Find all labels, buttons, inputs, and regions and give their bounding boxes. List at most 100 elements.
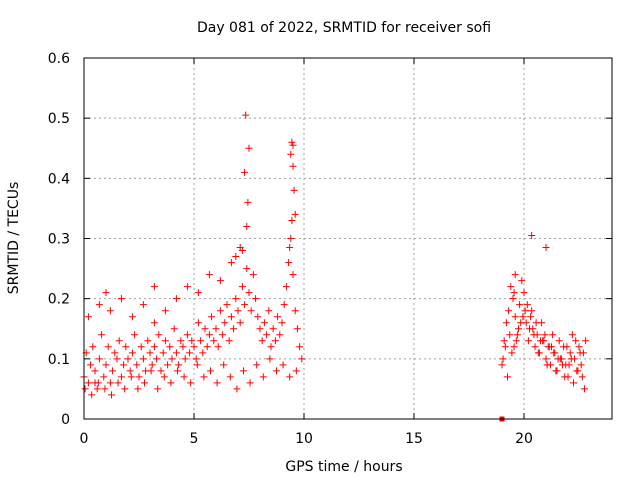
- y-tick-label: 0: [61, 412, 70, 428]
- data-point: [287, 235, 295, 242]
- data-point: [515, 325, 522, 333]
- data-point: [527, 313, 535, 321]
- data-point: [212, 325, 220, 333]
- data-point: [243, 265, 251, 273]
- data-point: [226, 373, 234, 381]
- data-point: [122, 343, 130, 351]
- data-point: [154, 385, 162, 393]
- data-point: [180, 373, 188, 381]
- data-point: [570, 379, 577, 387]
- y-tick-label: 0.1: [48, 352, 70, 368]
- data-point: [298, 355, 306, 363]
- data-point: [578, 373, 586, 381]
- data-point: [114, 379, 122, 387]
- data-point: [574, 367, 582, 375]
- data-point: [124, 355, 132, 363]
- data-point: [279, 361, 287, 369]
- data-point: [98, 331, 106, 339]
- data-point: [161, 307, 169, 315]
- chart-title: Day 081 of 2022, SRMTID for receiver sof…: [197, 20, 491, 36]
- data-point: [288, 216, 296, 224]
- data-point: [498, 361, 506, 369]
- data-point: [242, 111, 250, 119]
- data-point: [247, 307, 255, 315]
- data-point: [543, 361, 551, 369]
- data-point: [102, 361, 110, 369]
- data-point: [254, 313, 262, 321]
- data-point: [117, 295, 125, 303]
- grid-lines: [84, 58, 612, 419]
- data-point: [286, 373, 294, 381]
- data-point: [252, 295, 260, 303]
- data-point: [181, 355, 189, 363]
- data-point: [106, 307, 114, 315]
- x-tick-label: 20: [515, 431, 533, 447]
- data-point: [249, 271, 257, 279]
- data-point: [164, 361, 172, 369]
- data-point: [223, 301, 231, 309]
- data-point: [221, 319, 229, 327]
- data-point: [232, 295, 240, 303]
- x-tick-label: 10: [295, 431, 313, 447]
- data-point: [117, 373, 125, 381]
- data-point: [549, 331, 557, 339]
- data-point: [131, 331, 139, 339]
- data-point: [146, 349, 154, 357]
- data-point: [289, 162, 297, 170]
- data-point: [510, 343, 518, 351]
- x-tick-labels: 0 5 10 15 20: [80, 431, 533, 447]
- data-point: [190, 343, 198, 351]
- data-point: [236, 319, 244, 327]
- data-point: [81, 385, 89, 393]
- data-point: [289, 271, 297, 279]
- data-point: [188, 337, 196, 345]
- data-point: [505, 307, 513, 315]
- data-point: [194, 289, 202, 297]
- data-point: [518, 277, 526, 285]
- data-point: [150, 343, 158, 351]
- data-point: [201, 325, 209, 333]
- data-point: [512, 337, 520, 345]
- y-tick-label: 0.3: [48, 232, 70, 248]
- data-point: [216, 307, 224, 315]
- data-point: [504, 373, 511, 381]
- data-point: [234, 307, 242, 315]
- data-point: [528, 231, 536, 239]
- data-point: [183, 331, 191, 339]
- data-point: [541, 331, 549, 339]
- data-point: [506, 331, 514, 339]
- data-point: [241, 301, 249, 309]
- data-point: [150, 319, 158, 327]
- data-point: [95, 355, 103, 363]
- data-point: [88, 391, 96, 399]
- data-point: [563, 343, 571, 351]
- data-point: [205, 331, 213, 339]
- data-point: [258, 337, 266, 345]
- data-point: [292, 367, 300, 375]
- data-point: [205, 271, 213, 279]
- data-point: [144, 337, 152, 345]
- data-point: [511, 313, 519, 321]
- data-point: [500, 337, 508, 345]
- data-point: [259, 373, 267, 381]
- data-point: [499, 355, 507, 363]
- y-tick-label: 0.5: [48, 111, 70, 127]
- data-point: [213, 379, 221, 387]
- data-point: [147, 367, 155, 375]
- data-point: [520, 289, 528, 297]
- data-point: [577, 361, 585, 369]
- data-point: [517, 319, 525, 327]
- data-point: [287, 150, 295, 158]
- data-point: [278, 319, 286, 327]
- data-point: [134, 385, 142, 393]
- data-point: [186, 349, 194, 357]
- data-point: [507, 283, 515, 291]
- data-point: [174, 367, 181, 375]
- data-point: [183, 283, 191, 291]
- data-point: [572, 337, 580, 345]
- data-point: [523, 301, 531, 309]
- data-point: [508, 349, 516, 357]
- data-point: [208, 313, 216, 321]
- y-tick-label: 0.4: [48, 171, 70, 187]
- data-point: [561, 373, 569, 381]
